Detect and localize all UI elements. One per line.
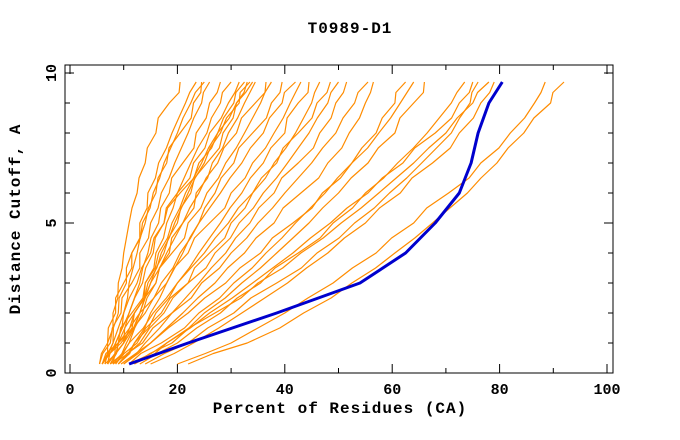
y-tick-label: 0 — [44, 368, 61, 377]
x-tick-label: 80 — [491, 382, 509, 399]
model-22-curve — [115, 81, 339, 365]
x-axis-label: Percent of Residues (CA) — [212, 400, 468, 418]
x-tick-label: 0 — [65, 382, 74, 399]
model-31-curve — [144, 81, 479, 365]
model-03-curve — [107, 81, 203, 365]
x-axis-ticks — [69, 65, 608, 373]
model-34-curve — [177, 81, 546, 365]
model-35-curve — [187, 81, 565, 365]
model-29-curve — [139, 81, 466, 365]
model-04-curve — [98, 81, 211, 365]
model-26-curve — [128, 81, 407, 365]
y-tick-label: 10 — [44, 64, 61, 82]
model-27-curve — [120, 81, 415, 365]
model-01-curve — [101, 81, 181, 365]
model-21-curve — [109, 81, 331, 365]
model-05-curve — [109, 81, 221, 365]
model-15-curve — [107, 81, 245, 365]
y-axis-label: Distance Cutoff, A — [7, 123, 25, 315]
model-24-curve — [117, 81, 369, 365]
model-28-curve — [134, 81, 425, 365]
model-23-curve — [123, 81, 348, 365]
model-10-curve — [104, 81, 267, 365]
model-06-curve — [112, 81, 232, 365]
model-33-curve — [134, 81, 490, 365]
x-tick-label: 100 — [593, 382, 620, 399]
y-axis-ticks — [65, 72, 613, 374]
x-tick-label: 60 — [383, 382, 401, 399]
model-25-curve — [123, 81, 374, 365]
x-tick-label: 40 — [276, 382, 294, 399]
model-20-curve — [117, 81, 321, 365]
x-tick-label: 20 — [168, 382, 186, 399]
model-17-curve — [101, 81, 296, 365]
model-16-curve — [101, 81, 254, 365]
model-18-curve — [107, 81, 302, 365]
y-tick-label: 5 — [44, 218, 61, 227]
model-32-curve — [150, 81, 495, 365]
model-13-curve — [98, 81, 205, 365]
plot-title: T0989-D1 — [307, 20, 393, 38]
model-11-curve — [109, 81, 272, 365]
highlighted-model-curve — [128, 81, 504, 366]
